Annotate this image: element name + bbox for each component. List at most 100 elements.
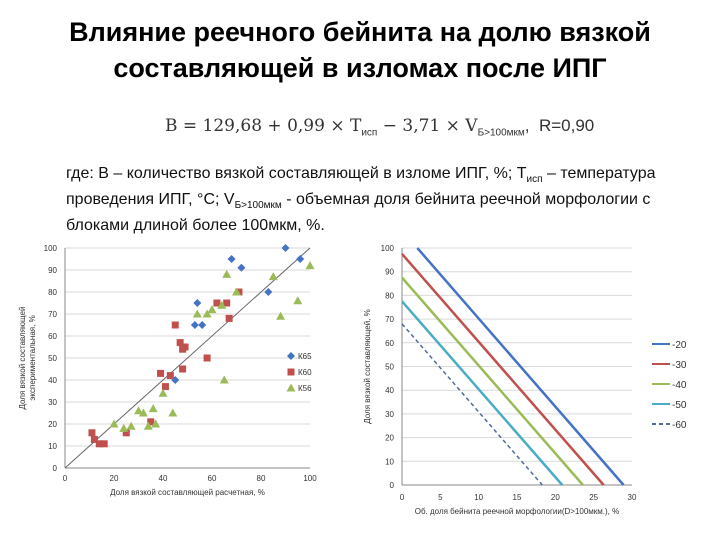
data-point-triangle xyxy=(119,423,129,432)
data-point-square xyxy=(157,369,165,377)
x-axis-title: Об. доля бейнита реечной морфологии(D>10… xyxy=(415,507,620,516)
formula-explanation: где: В – количество вязкой составляющей … xyxy=(66,164,666,236)
data-point-triangle xyxy=(158,388,168,397)
data-point-triangle xyxy=(232,287,241,296)
series-line xyxy=(401,276,584,486)
data-point-triangle xyxy=(219,375,229,384)
data-point-triangle xyxy=(126,421,136,430)
explanation-part2: – температура проведения ИПГ, °С; V xyxy=(66,165,656,209)
explanation-part3: - объемная доля бейнита реечной морфолог… xyxy=(66,191,651,235)
data-point-triangle xyxy=(293,296,303,305)
x-tick-label: 5 xyxy=(438,493,443,502)
data-point-triangle xyxy=(268,272,278,281)
data-point-triangle xyxy=(148,404,158,413)
y-tick-label: 30 xyxy=(48,398,57,407)
formula-lhs: B = 129,68 + 0,99 × T xyxy=(165,116,362,136)
x-tick-label: 20 xyxy=(551,493,560,502)
explanation-v-subscript: Б>100мкм xyxy=(234,200,282,212)
slide-title: Влияние реечного бейнита на долю вязкой … xyxy=(69,17,651,83)
data-point-diamond xyxy=(227,255,236,263)
x-tick-label: 0 xyxy=(400,493,405,502)
reference-line xyxy=(64,247,311,469)
data-point-triangle xyxy=(217,300,227,309)
y-tick-label: 80 xyxy=(385,291,394,300)
formula-v-subscript: Б>100мкм xyxy=(477,127,525,139)
formula-r-value: R=0,90 xyxy=(538,116,595,135)
y-tick-label: 80 xyxy=(48,288,57,297)
data-point-diamond xyxy=(237,263,246,272)
data-point-diamond xyxy=(198,321,207,329)
explanation-part1: где: В – количество вязкой составляющей … xyxy=(66,165,527,182)
data-point-square xyxy=(100,440,108,448)
scatter-chart-calc-vs-exp: 0 10 20 30 40 50 60 70 80 90 100 0 20 40 60 80 100 К65 К60… xyxy=(18,244,317,497)
data-point-triangle xyxy=(202,309,212,318)
data-point-square xyxy=(179,365,187,373)
x-tick-label: 20 xyxy=(110,474,119,483)
series-line xyxy=(401,253,605,486)
y-tick-label: 40 xyxy=(385,386,394,395)
x-tick-label: 60 xyxy=(208,474,217,483)
y-tick-label: 100 xyxy=(381,244,395,253)
y-tick-label: 70 xyxy=(48,310,57,319)
data-point-square xyxy=(161,383,169,391)
legend-label: -60 xyxy=(672,420,687,431)
data-point-square xyxy=(225,314,233,322)
y-tick-label: 50 xyxy=(48,354,57,363)
data-point-triangle xyxy=(168,408,178,417)
legend-label: -30 xyxy=(672,360,687,371)
data-point-triangle xyxy=(276,311,286,320)
data-point-square xyxy=(147,418,155,426)
data-point-square xyxy=(90,435,98,443)
x-tick-label: 80 xyxy=(257,474,266,483)
data-point-triangle xyxy=(138,408,148,417)
data-point-diamond xyxy=(264,288,273,296)
series-line xyxy=(401,323,543,486)
y-axis-title: экспериментальная, % xyxy=(28,315,37,400)
y-tick-label: 70 xyxy=(385,315,394,324)
legend-label: К65 xyxy=(298,352,312,361)
y-tick-label: 40 xyxy=(48,376,57,385)
y-tick-label: 20 xyxy=(48,420,57,429)
series-line xyxy=(401,300,564,486)
y-tick-label: 90 xyxy=(48,266,57,275)
y-tick-label: 60 xyxy=(48,332,57,341)
legend-marker xyxy=(286,383,296,392)
x-tick-label: 15 xyxy=(513,493,522,502)
y-tick-label: 50 xyxy=(385,363,394,372)
x-tick-label: 100 xyxy=(303,474,317,483)
y-tick-label: 60 xyxy=(385,339,394,348)
explanation-t-subscript: исп xyxy=(526,174,543,186)
data-point-triangle xyxy=(192,309,202,318)
y-axis-title: Доля вязкой составляющей, % xyxy=(363,309,372,424)
data-point-square xyxy=(88,429,96,437)
legend-label: К56 xyxy=(298,384,312,393)
legend-label: К60 xyxy=(298,368,312,377)
x-tick-label: 40 xyxy=(159,474,168,483)
data-point-square xyxy=(181,343,189,351)
regression-formula: B = 129,68 + 0,99 × Tисп − 3,71 × VБ>100… xyxy=(165,116,595,139)
formula-mid: − 3,71 × V xyxy=(377,116,478,136)
data-point-triangle xyxy=(305,261,315,270)
y-tick-label: 10 xyxy=(385,457,394,466)
data-point-diamond xyxy=(296,255,305,263)
y-tick-label: 0 xyxy=(53,464,58,473)
x-tick-label: 25 xyxy=(589,493,598,502)
data-point-square xyxy=(176,339,184,347)
y-axis-title: Доля вязкой составляющей xyxy=(18,307,27,410)
legend-label: -40 xyxy=(672,380,687,391)
y-tick-label: 20 xyxy=(385,434,394,443)
data-point-triangle xyxy=(143,421,153,430)
y-tick-label: 100 xyxy=(44,244,58,253)
y-tick-label: 0 xyxy=(390,481,395,490)
x-tick-label: 10 xyxy=(474,493,483,502)
data-point-triangle xyxy=(134,406,143,415)
data-point-triangle xyxy=(207,305,217,314)
data-point-triangle xyxy=(109,419,119,428)
data-point-triangle xyxy=(222,269,232,278)
data-point-diamond xyxy=(190,321,199,329)
y-tick-label: 10 xyxy=(48,442,57,451)
legend-label: -50 xyxy=(672,400,687,411)
data-point-square xyxy=(171,321,179,329)
data-point-diamond xyxy=(193,299,202,307)
y-tick-label: 30 xyxy=(385,410,394,419)
